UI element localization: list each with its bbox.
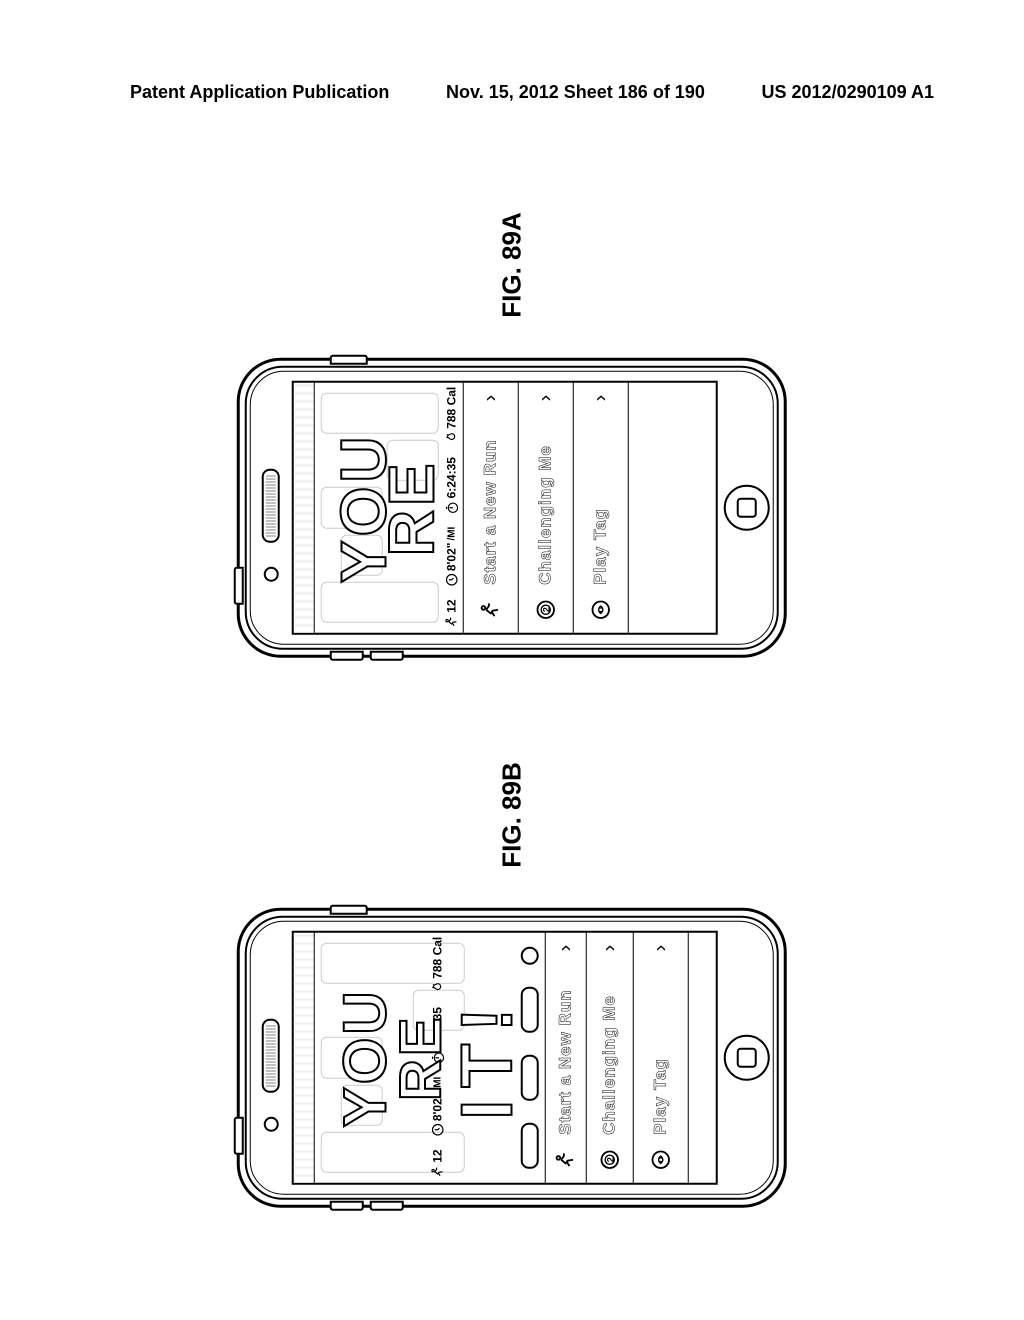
slide-to-unlock[interactable] xyxy=(521,947,539,1169)
svg-text:2: 2 xyxy=(542,607,552,612)
menu-challenging-me[interactable]: 2 Challenging Me › xyxy=(519,383,574,633)
medal-icon: 2 xyxy=(599,1149,621,1171)
home-button[interactable] xyxy=(724,485,770,531)
stat-calories: 788 Cal xyxy=(445,387,459,445)
header-left: Patent Application Publication xyxy=(130,82,389,103)
tag-icon xyxy=(650,1149,672,1171)
stopwatch-icon xyxy=(431,1050,445,1064)
chevron-right-icon: › xyxy=(554,945,577,952)
stat-runs: 12 xyxy=(431,1149,445,1178)
hero-area-89b: 12 8'02"/MI 6:24:35 788 Cal xyxy=(315,933,546,1183)
menu-label: Challenging Me xyxy=(536,415,556,584)
phone-89b: 12 8'02"/MI 6:24:35 788 Cal xyxy=(237,908,787,1208)
header-center: Nov. 15, 2012 Sheet 186 of 190 xyxy=(446,82,705,103)
home-button[interactable] xyxy=(724,1035,770,1081)
status-bar xyxy=(294,383,315,633)
medal-icon: 2 xyxy=(535,599,557,621)
menu-label: Start a New Run xyxy=(556,965,576,1134)
runner-icon xyxy=(480,599,502,621)
menu-list-89b: Start a New Run › 2 Challenging Me › xyxy=(546,933,689,1183)
stats-row: 12 8'02"/MI 6:24:35 788 Cal xyxy=(431,937,445,1179)
stat-calories: 788 Cal xyxy=(431,937,445,995)
menu-list-89a: Start a New Run › 2 Challenging Me › xyxy=(464,383,629,633)
page-header: Patent Application Publication Nov. 15, … xyxy=(0,82,1024,103)
stat-pace: 8'02"/MI xyxy=(431,1077,445,1137)
chevron-right-icon: › xyxy=(589,395,612,402)
menu-label: Play Tag xyxy=(651,965,671,1134)
stat-runs: 12 xyxy=(445,599,459,628)
speaker-icon xyxy=(262,1019,280,1093)
phone-89a: YOU RE 12 8'02"/MI xyxy=(237,358,787,658)
flame-icon xyxy=(431,981,445,995)
chevron-right-icon: › xyxy=(479,395,502,402)
screen-89a: YOU RE 12 8'02"/MI xyxy=(292,381,718,635)
fig-89b-row: 12 8'02"/MI 6:24:35 788 Cal xyxy=(237,762,787,1207)
stopwatch-icon xyxy=(445,500,459,514)
flame-icon xyxy=(445,431,459,445)
fig-label-89a: FIG. 89A xyxy=(496,212,527,317)
chevron-right-icon: › xyxy=(649,945,672,952)
menu-start-new-run[interactable]: Start a New Run › xyxy=(464,383,519,633)
header-right: US 2012/0290109 A1 xyxy=(762,82,934,103)
chevron-right-icon: › xyxy=(534,395,557,402)
screen-89b: 12 8'02"/MI 6:24:35 788 Cal xyxy=(292,931,718,1185)
stat-time: 6:24:35 xyxy=(431,1007,445,1064)
tag-icon xyxy=(590,599,612,621)
clock-icon xyxy=(431,1123,445,1137)
runner-icon xyxy=(445,615,459,629)
menu-challenging-me[interactable]: 2 Challenging Me › xyxy=(587,933,634,1183)
status-bar xyxy=(294,933,315,1183)
stat-time: 6:24:35 xyxy=(445,457,459,514)
menu-label: Start a New Run xyxy=(481,415,501,584)
speaker-icon xyxy=(262,469,280,543)
menu-play-tag[interactable]: Play Tag › xyxy=(634,933,689,1183)
svg-text:2: 2 xyxy=(606,1157,616,1162)
menu-play-tag[interactable]: Play Tag › xyxy=(574,383,629,633)
menu-start-new-run[interactable]: Start a New Run › xyxy=(546,933,587,1183)
fig-89a-row: YOU RE 12 8'02"/MI xyxy=(237,212,787,657)
runner-icon xyxy=(555,1149,577,1171)
stat-pace: 8'02"/MI xyxy=(445,527,459,587)
hero-area-89a: YOU RE 12 8'02"/MI xyxy=(315,383,464,633)
runner-icon xyxy=(431,1165,445,1179)
figure-content: YOU RE 12 8'02"/MI xyxy=(0,160,1024,1160)
menu-label: Play Tag xyxy=(591,415,611,584)
fig-label-89b: FIG. 89B xyxy=(496,762,527,867)
chevron-right-icon: › xyxy=(598,945,621,952)
stats-row: 12 8'02"/MI 6:24:35 788 Cal xyxy=(445,387,459,629)
menu-label: Challenging Me xyxy=(600,965,620,1134)
clock-icon xyxy=(445,573,459,587)
